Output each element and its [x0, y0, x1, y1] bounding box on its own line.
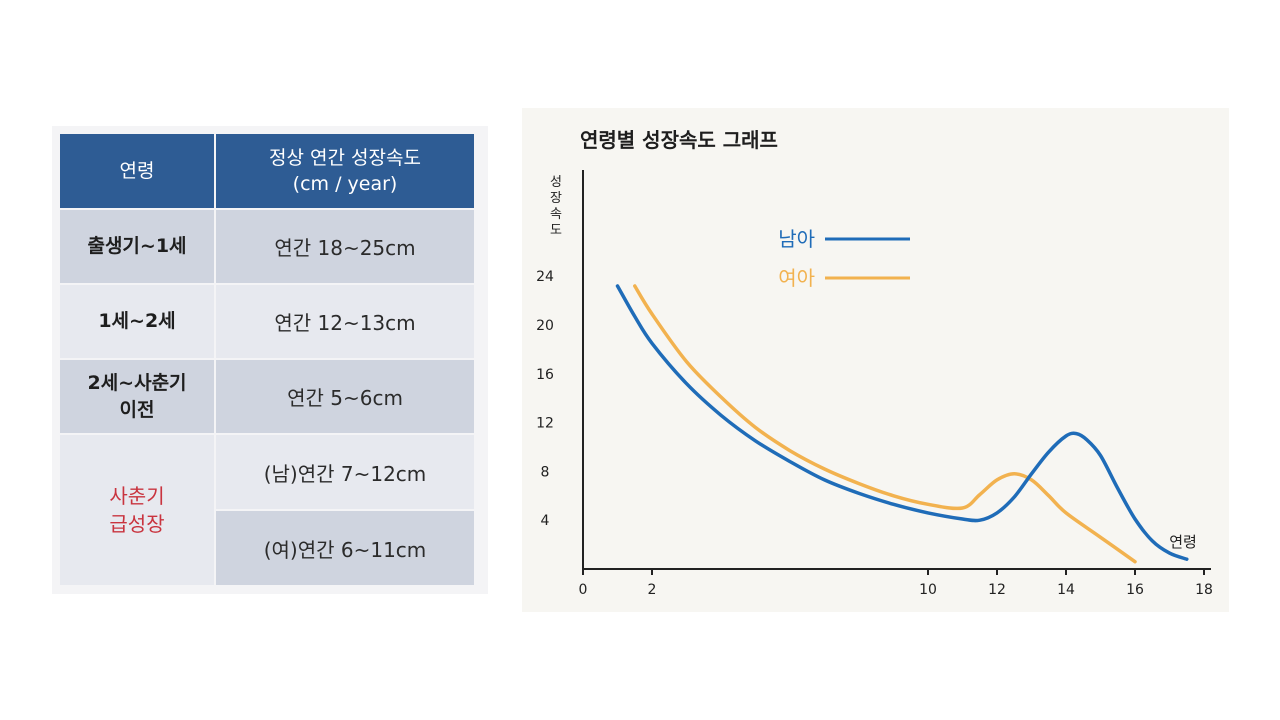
table-header-speed: 정상 연간 성장속도 (cm / year) [216, 134, 474, 208]
x-tick-label: 0 [579, 582, 588, 598]
y-tick-label: 4 [541, 513, 550, 529]
x-tick-label: 14 [1057, 582, 1075, 598]
y-tick-label: 24 [536, 269, 554, 285]
table-row-age: 2세~사춘기 이전 [60, 360, 214, 433]
table-row-speed: 연간 5~6cm [216, 360, 474, 433]
legend-label-girl: 여아 [778, 266, 815, 290]
x-axis-label: 연령 [1169, 533, 1197, 551]
chart-title: 연령별 성장속도 그래프 [580, 128, 778, 152]
growth-rate-table: 연령 정상 연간 성장속도 (cm / year) 출생기~1세 연간 18~2… [52, 126, 488, 594]
series-line-boy [615, 284, 1189, 561]
table-row-speed-girl: (여)연간 6~11cm [216, 511, 474, 585]
series-line-girl [633, 284, 1137, 564]
x-tick-label: 16 [1126, 582, 1144, 598]
table-row-age: 출생기~1세 [60, 210, 214, 283]
table-row-age-puberty: 사춘기 급성장 [60, 435, 214, 585]
y-tick-label: 8 [541, 464, 550, 480]
table-header-age: 연령 [60, 134, 214, 208]
growth-chart: 연령별 성장속도 그래프성장속도연령0210121416182048121620… [536, 128, 1213, 598]
legend-label-boy: 남아 [778, 227, 815, 251]
y-tick-label: 16 [536, 367, 554, 383]
y-tick-label: 20 [536, 318, 554, 334]
x-tick-label: 10 [919, 582, 937, 598]
x-tick-label: 12 [988, 582, 1006, 598]
growth-chart-panel: 연령별 성장속도 그래프성장속도연령0210121416182048121620… [522, 108, 1229, 612]
x-tick-label: 2 [648, 582, 657, 598]
table-row-age: 1세~2세 [60, 285, 214, 358]
y-tick-label: 12 [536, 416, 554, 432]
x-tick-label: 18 [1195, 582, 1213, 598]
table-row-speed: 연간 12~13cm [216, 285, 474, 358]
table-row-speed: 연간 18~25cm [216, 210, 474, 283]
table-row-speed-boy: (남)연간 7~12cm [216, 435, 474, 509]
